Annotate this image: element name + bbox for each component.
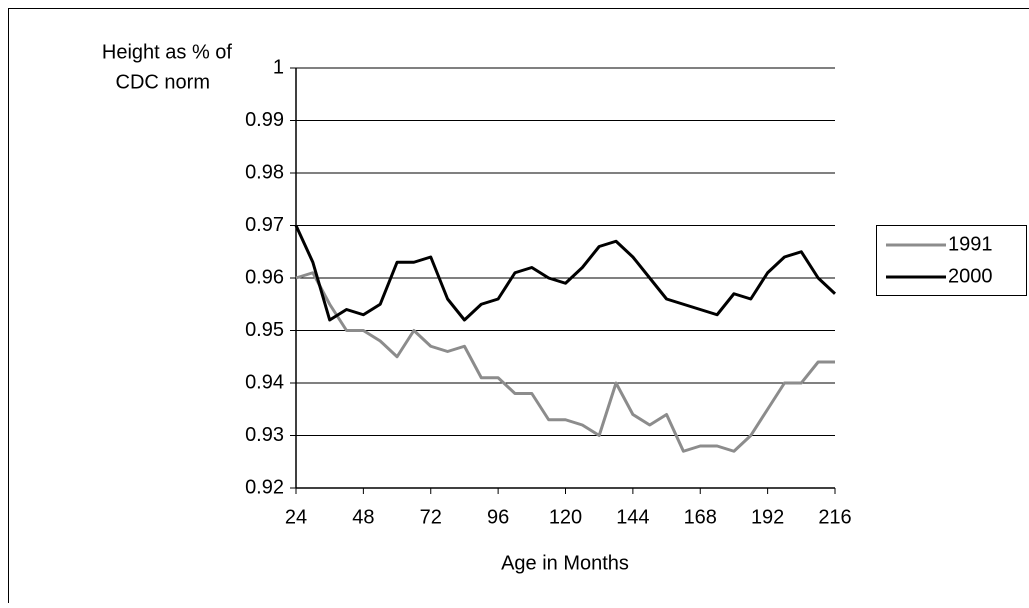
x-tick-label: 144 [616,506,649,528]
y-tick-label: 0.99 [245,109,284,131]
x-tick-label: 120 [549,506,582,528]
x-tick-label: 48 [352,506,374,528]
x-tick-label: 216 [818,506,851,528]
series-line [296,226,835,321]
y-tick-label: 0.97 [245,214,284,236]
series-line [296,273,835,452]
y-axis-label: CDC norm [116,71,210,93]
legend-label: 2000 [948,265,993,287]
y-tick-label: 1 [273,56,284,78]
y-tick-label: 0.92 [245,476,284,498]
y-tick-label: 0.96 [245,266,284,288]
y-tick-label: 0.94 [245,371,284,393]
y-axis-label: Height as % of [102,41,233,63]
x-axis-label: Age in Months [501,552,629,574]
x-tick-label: 192 [751,506,784,528]
legend-label: 1991 [948,233,993,255]
chart-border [9,9,1029,604]
x-tick-label: 168 [684,506,717,528]
x-tick-label: 72 [420,506,442,528]
y-tick-label: 0.98 [245,161,284,183]
x-tick-label: 24 [285,506,307,528]
y-tick-label: 0.95 [245,319,284,341]
x-tick-label: 96 [487,506,509,528]
y-tick-label: 0.93 [245,424,284,446]
